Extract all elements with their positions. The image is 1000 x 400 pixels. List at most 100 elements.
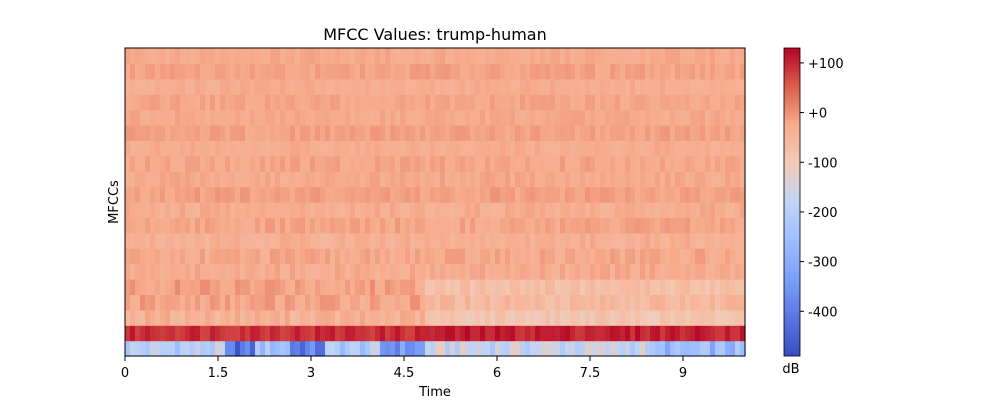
heatmap-cell [515,217,521,234]
heatmap-cell [360,325,366,342]
heatmap-cell [640,109,646,126]
heatmap-cell [375,232,381,249]
heatmap-cell [670,294,676,311]
heatmap-cell [470,48,476,64]
heatmap-cell [210,309,216,326]
heatmap-cell [515,171,521,188]
heatmap-cell [335,309,341,326]
heatmap-cell [575,294,581,311]
heatmap-cell [670,186,676,203]
heatmap-cell [635,294,641,311]
heatmap-cell [230,140,236,157]
heatmap-cell [725,340,731,357]
heatmap-cell [670,279,676,295]
heatmap-cell [700,340,706,357]
heatmap-cell [375,186,381,203]
heatmap-cell [315,48,321,64]
heatmap-cell [425,109,431,126]
heatmap-cell [305,94,311,111]
heatmap-cell [215,125,221,141]
heatmap-cell [660,325,666,342]
heatmap-cell [175,109,181,126]
heatmap-cell [430,94,436,111]
heatmap-cell [485,325,491,342]
heatmap-cell [330,279,336,295]
heatmap-cell [180,140,186,157]
heatmap-cell [535,78,541,95]
heatmap-cell [640,94,646,111]
heatmap-cell [230,125,236,141]
heatmap-cell [625,48,631,64]
heatmap-cell [410,340,416,357]
heatmap-cell [590,202,596,218]
heatmap-cell [650,248,656,265]
heatmap-cell [505,78,511,95]
heatmap-cell [275,279,281,295]
heatmap-cell [160,325,166,342]
heatmap-cell [435,202,441,218]
heatmap-cell [285,340,291,357]
heatmap-cell [340,94,346,111]
heatmap-cell [530,325,536,342]
heatmap-cell [125,171,131,188]
heatmap-cell [275,263,281,280]
heatmap-cell [280,125,286,141]
heatmap-cell [225,125,231,141]
heatmap-cell [600,217,606,234]
heatmap-cell [535,140,541,157]
heatmap-cell [250,325,256,342]
heatmap-cell [665,232,671,249]
heatmap-cell [195,140,201,157]
heatmap-cell [165,63,171,80]
heatmap-cell [355,294,361,311]
heatmap-cell [385,109,391,126]
heatmap-cell [610,279,616,295]
heatmap-cell [260,202,266,218]
heatmap-cell [250,294,256,311]
heatmap-cell [690,340,696,357]
heatmap-cell [430,279,436,295]
heatmap-cell [225,263,231,280]
heatmap-cell [530,309,536,326]
heatmap-cell [655,340,661,357]
heatmap-cell [370,294,376,311]
heatmap-cell [515,63,521,80]
heatmap-cell [545,340,551,357]
heatmap-cell [355,309,361,326]
heatmap-cell [660,279,666,295]
heatmap-cell [315,171,321,188]
heatmap-cell [465,94,471,111]
heatmap-cell [535,340,541,357]
heatmap-cell [615,48,621,64]
heatmap-cell [445,248,451,265]
heatmap-cell [735,78,741,95]
heatmap-cell [310,186,316,203]
heatmap-cell [565,78,571,95]
heatmap-cell [295,217,301,234]
heatmap-cell [160,109,166,126]
heatmap-cell [460,248,466,265]
heatmap-cell [500,309,506,326]
heatmap-cell [505,294,511,311]
heatmap-cell [255,171,261,188]
heatmap-cell [325,186,331,203]
heatmap-cell [235,263,241,280]
heatmap-cell [220,202,226,218]
heatmap-cell [130,202,136,218]
heatmap-cell [320,279,326,295]
heatmap-cell [310,78,316,95]
heatmap-cell [390,63,396,80]
heatmap-cell [525,63,531,80]
heatmap-cell [330,140,336,157]
heatmap-cell [580,63,586,80]
heatmap-cell [145,340,151,357]
heatmap-cell [335,279,341,295]
heatmap-cell [255,232,261,249]
heatmap-cell [165,325,171,342]
heatmap-cell [300,63,306,80]
heatmap-cell [365,109,371,126]
heatmap-cell [175,48,181,64]
heatmap-cell [355,340,361,357]
heatmap-cell [600,309,606,326]
heatmap-cell [505,48,511,64]
